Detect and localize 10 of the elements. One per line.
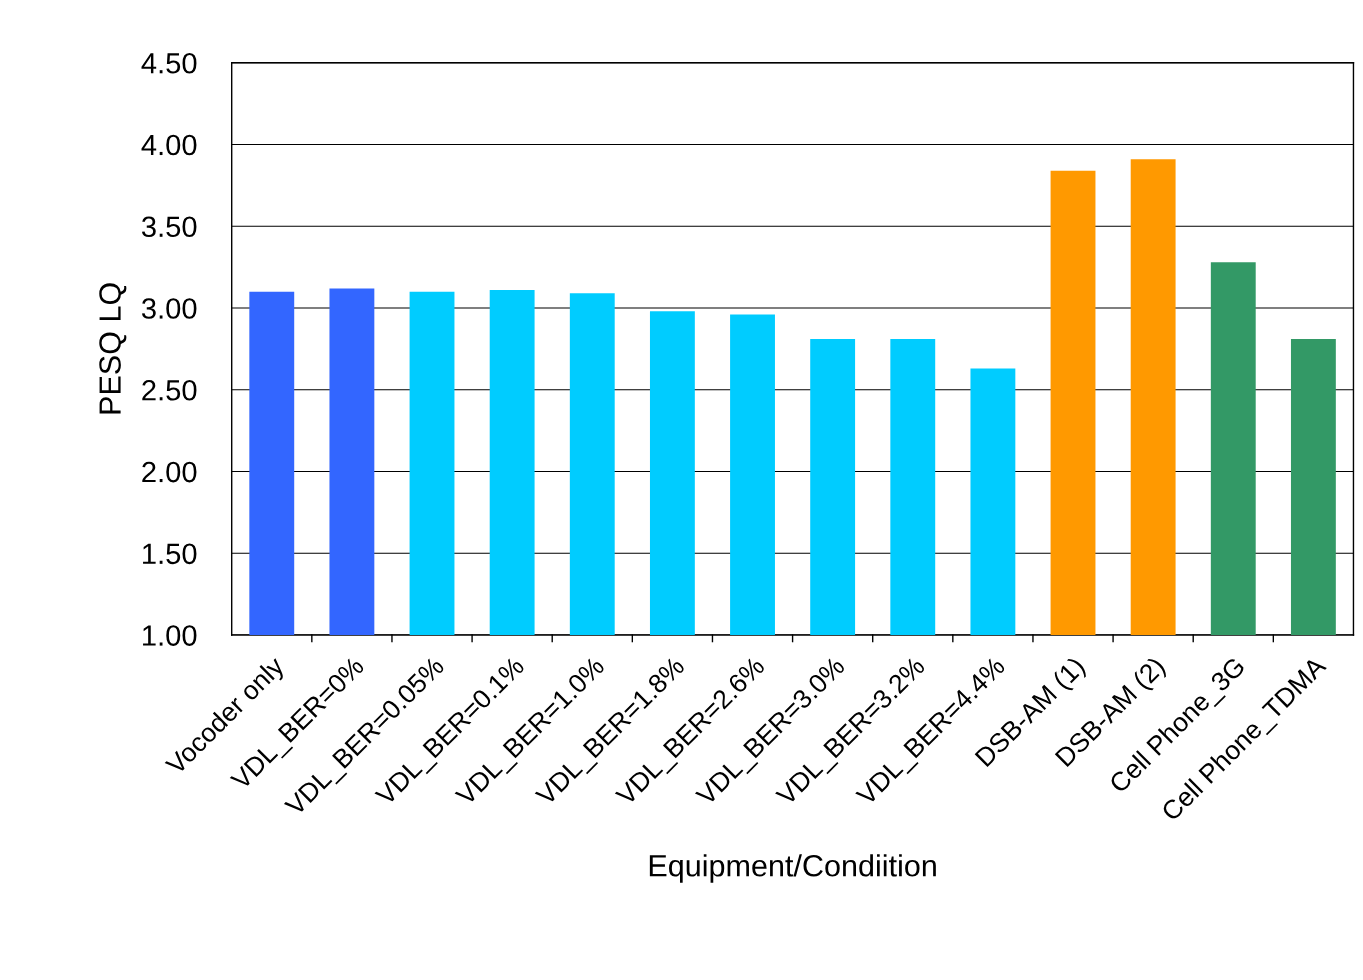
y-tick-label: 1.00 <box>143 625 197 646</box>
y-axis-title: PESQ LQ <box>99 283 127 414</box>
y-tick-label: 3.50 <box>141 216 197 238</box>
y-tick-label: 2.50 <box>142 379 197 401</box>
y-tick-label: 2.00 <box>142 461 197 483</box>
y-tick-label: 1.50 <box>143 543 197 565</box>
x-axis-title: Equipment/Condiition <box>649 854 936 883</box>
y-tick-label: 3.00 <box>141 298 197 319</box>
y-tick-label: 4.50 <box>141 52 197 74</box>
y-tick-label: 4.00 <box>141 134 197 156</box>
